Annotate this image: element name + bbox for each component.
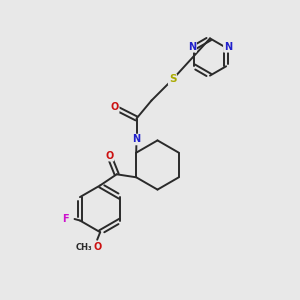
Text: O: O [110,102,119,112]
Text: S: S [169,74,176,85]
Text: CH₃: CH₃ [75,243,92,252]
Text: N: N [188,42,196,52]
Text: O: O [105,151,113,161]
Text: F: F [62,214,69,224]
Text: N: N [132,134,141,145]
Text: N: N [224,42,232,52]
Text: O: O [93,242,101,252]
